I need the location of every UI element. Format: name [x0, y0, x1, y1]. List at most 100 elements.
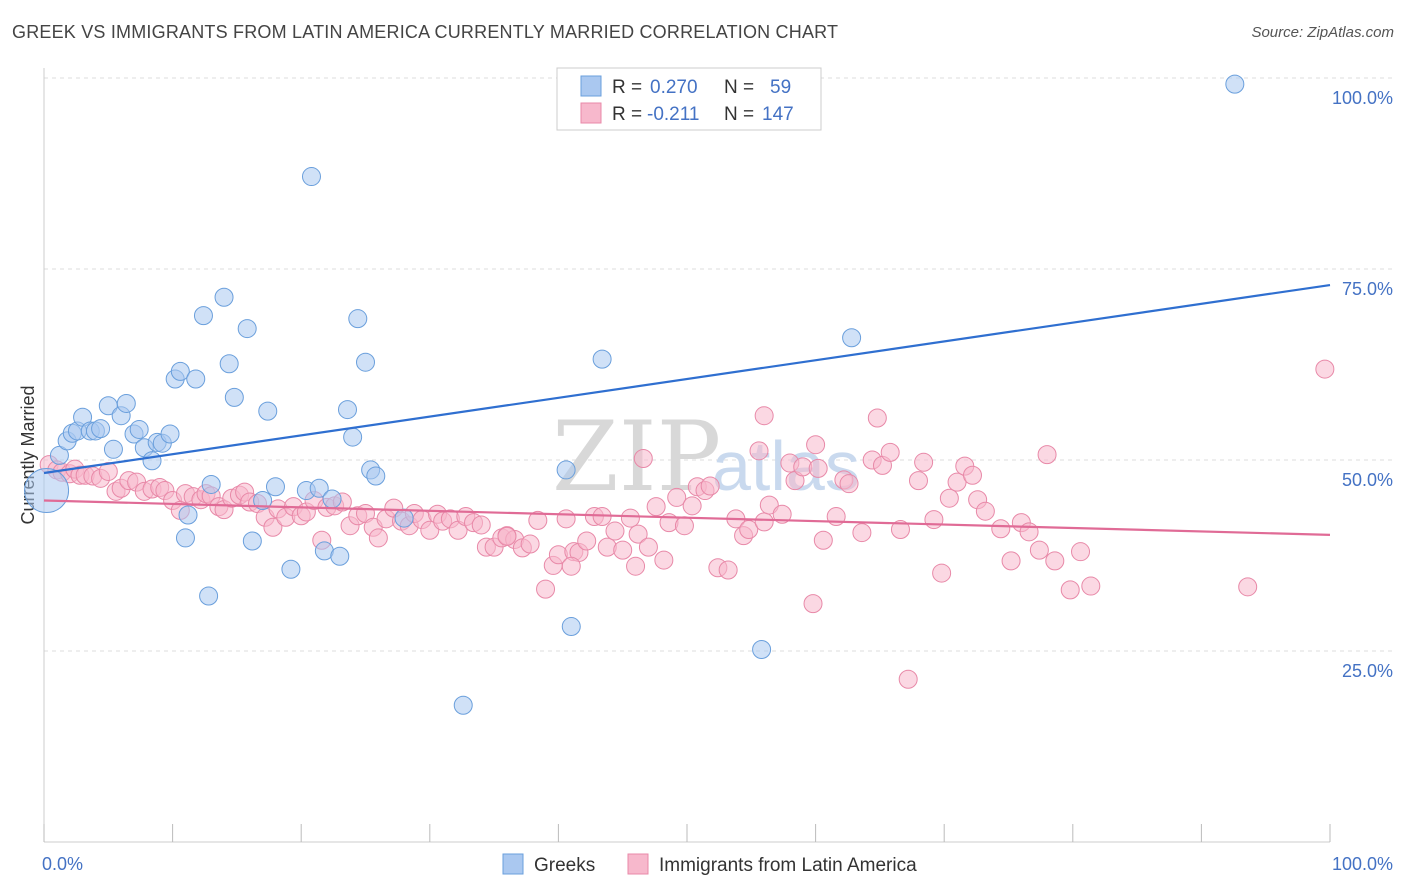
greeks-point — [453, 695, 473, 715]
immigrants-point — [839, 474, 859, 494]
greeks-point — [103, 439, 123, 459]
legend-top-n-label-2: N = — [724, 104, 754, 125]
immigrants-point — [975, 501, 995, 521]
immigrants-point — [962, 465, 982, 485]
legend-top-r-label-2: R = — [612, 104, 642, 125]
greeks-point — [265, 477, 285, 497]
greeks-point — [193, 306, 213, 326]
legend-swatch-immigrants — [627, 853, 649, 875]
source-label: Source: ZipAtlas.com — [1251, 24, 1394, 41]
greeks-point — [556, 460, 576, 480]
immigrants-point — [597, 537, 617, 557]
greeks-point — [592, 349, 612, 369]
immigrants-point — [852, 523, 872, 543]
greeks-point — [842, 328, 862, 348]
y-tick-label-3: 100.0% — [1332, 88, 1393, 108]
immigrants-point — [497, 526, 517, 546]
immigrants-point — [1045, 551, 1065, 571]
immigrants-point — [633, 448, 653, 468]
x-tick-label-1: 100.0% — [1332, 854, 1393, 874]
greeks-point — [199, 586, 219, 606]
immigrants-point — [908, 471, 928, 491]
immigrants-point — [1037, 445, 1057, 465]
greeks-point — [186, 369, 206, 389]
immigrants-point — [98, 461, 118, 481]
greeks-point — [322, 489, 342, 509]
x-tick-labels: 0.0% 100.0% — [42, 854, 1393, 874]
greeks-point — [170, 361, 190, 381]
immigrants-point — [803, 594, 823, 614]
immigrants-point — [813, 530, 833, 550]
greeks-point — [561, 617, 581, 637]
greeks-point — [116, 393, 136, 413]
immigrants-point — [1081, 576, 1101, 596]
immigrants-point — [368, 528, 388, 548]
legend-top-n-label-1: N = — [724, 77, 754, 98]
legend-label-greeks: Greeks — [534, 855, 595, 876]
greeks-point — [142, 451, 162, 471]
immigrants-point — [620, 508, 640, 528]
legend-top-swatch-greeks — [580, 75, 602, 97]
greeks-point — [301, 167, 321, 187]
immigrants-point — [577, 531, 597, 551]
immigrants-point — [613, 540, 633, 560]
axes — [43, 68, 1331, 843]
immigrants-point — [759, 495, 779, 515]
immigrants-point — [420, 520, 440, 540]
greeks-point — [178, 505, 198, 525]
x-tick-label-0: 0.0% — [42, 854, 83, 874]
greeks-point — [337, 400, 357, 420]
series-immigrants-points — [39, 359, 1335, 689]
immigrants-point — [739, 520, 759, 540]
immigrants-point — [638, 537, 658, 557]
immigrants-point — [1001, 551, 1021, 571]
immigrants-point — [808, 458, 828, 478]
immigrants-point — [605, 521, 625, 541]
grid-lines — [44, 77, 1392, 652]
immigrants-point — [772, 504, 792, 524]
greeks-point — [394, 508, 414, 528]
immigrants-point — [674, 516, 694, 536]
immigrants-point — [991, 519, 1011, 539]
y-tick-label-2: 75.0% — [1342, 279, 1393, 299]
immigrants-point — [471, 515, 491, 535]
chart-title: GREEK VS IMMIGRANTS FROM LATIN AMERICA C… — [12, 22, 839, 42]
immigrants-point — [536, 579, 556, 599]
immigrants-point — [754, 406, 774, 426]
greeks-point — [258, 401, 278, 421]
immigrants-point — [754, 512, 774, 532]
immigrants-point — [880, 442, 900, 462]
legend-top-swatch-immigrants — [580, 102, 602, 124]
legend-top-n-value-2: 147 — [762, 104, 794, 125]
greeks-point — [201, 474, 221, 494]
immigrants-point — [1071, 542, 1091, 562]
immigrants-point — [667, 487, 687, 507]
immigrants-point — [867, 408, 887, 428]
greeks-point — [160, 424, 180, 444]
immigrants-point — [718, 560, 738, 580]
greeks-point — [366, 466, 386, 486]
legend-swatch-greeks — [502, 853, 524, 875]
immigrants-trend-line — [43, 499, 1331, 536]
legend-top-r-value-2: -0.211 — [647, 104, 699, 125]
greeks-point — [343, 427, 363, 447]
greeks-point — [356, 352, 375, 372]
greeks-point — [129, 419, 149, 439]
immigrants-point — [924, 510, 944, 530]
immigrants-point — [1315, 359, 1335, 379]
legend-top-n-value-1: 59 — [770, 77, 791, 98]
immigrants-point — [939, 488, 959, 508]
greeks-point — [214, 287, 234, 307]
y-tick-label-0: 25.0% — [1342, 661, 1393, 681]
greeks-point — [330, 546, 350, 566]
greeks-point — [237, 319, 257, 339]
legend-top: R = 0.270 N = 59 R = -0.211 N = 147 — [556, 67, 822, 131]
trend-lines — [43, 283, 1331, 536]
immigrants-point — [556, 509, 576, 529]
immigrants-point — [654, 550, 674, 570]
immigrants-point — [561, 556, 581, 576]
greeks-point — [219, 354, 239, 374]
immigrants-point — [626, 556, 646, 576]
immigrants-point — [806, 435, 826, 455]
